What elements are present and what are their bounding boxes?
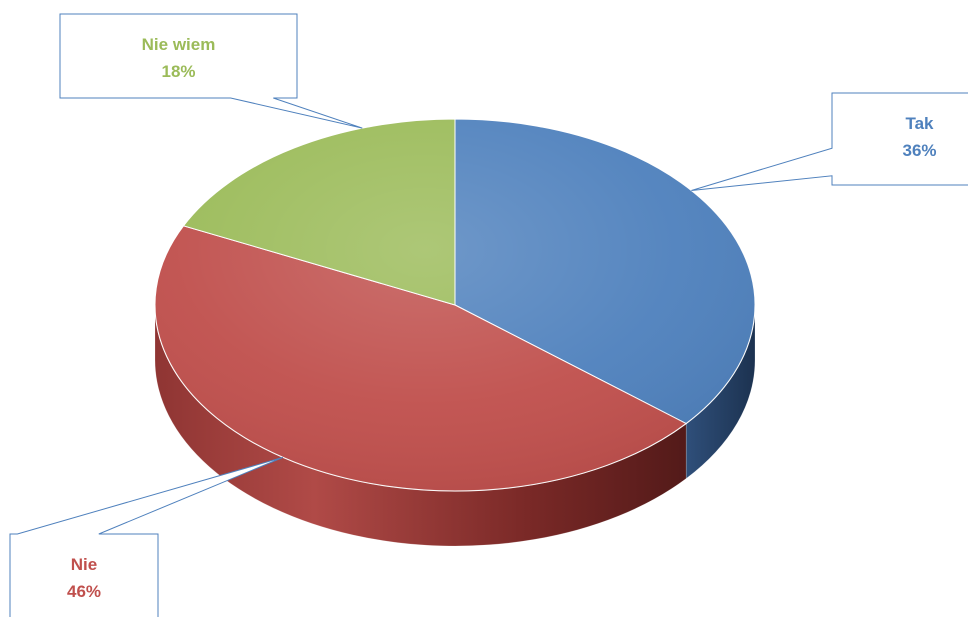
pie-slices xyxy=(154,118,756,492)
callout-box-nie xyxy=(9,456,284,617)
callout-nie-wiem: Nie wiem 18% xyxy=(59,13,363,129)
callout-value-nie-wiem: 18% xyxy=(161,62,195,81)
callout-label-nie: Nie xyxy=(71,555,97,574)
callout-box-nie-wiem xyxy=(59,13,363,129)
callout-value-tak: 36% xyxy=(902,141,936,160)
callout-nie: Nie 46% xyxy=(9,456,284,617)
callout-box-tak xyxy=(691,92,968,191)
callout-label-nie-wiem: Nie wiem xyxy=(142,35,216,54)
data-label-callouts: Tak 36% Nie 46% Nie wiem 18% xyxy=(9,13,968,617)
callout-label-tak: Tak xyxy=(905,114,934,133)
callout-value-nie: 46% xyxy=(67,582,101,601)
pie-rim xyxy=(154,304,756,492)
callout-tak: Tak 36% xyxy=(691,92,968,191)
